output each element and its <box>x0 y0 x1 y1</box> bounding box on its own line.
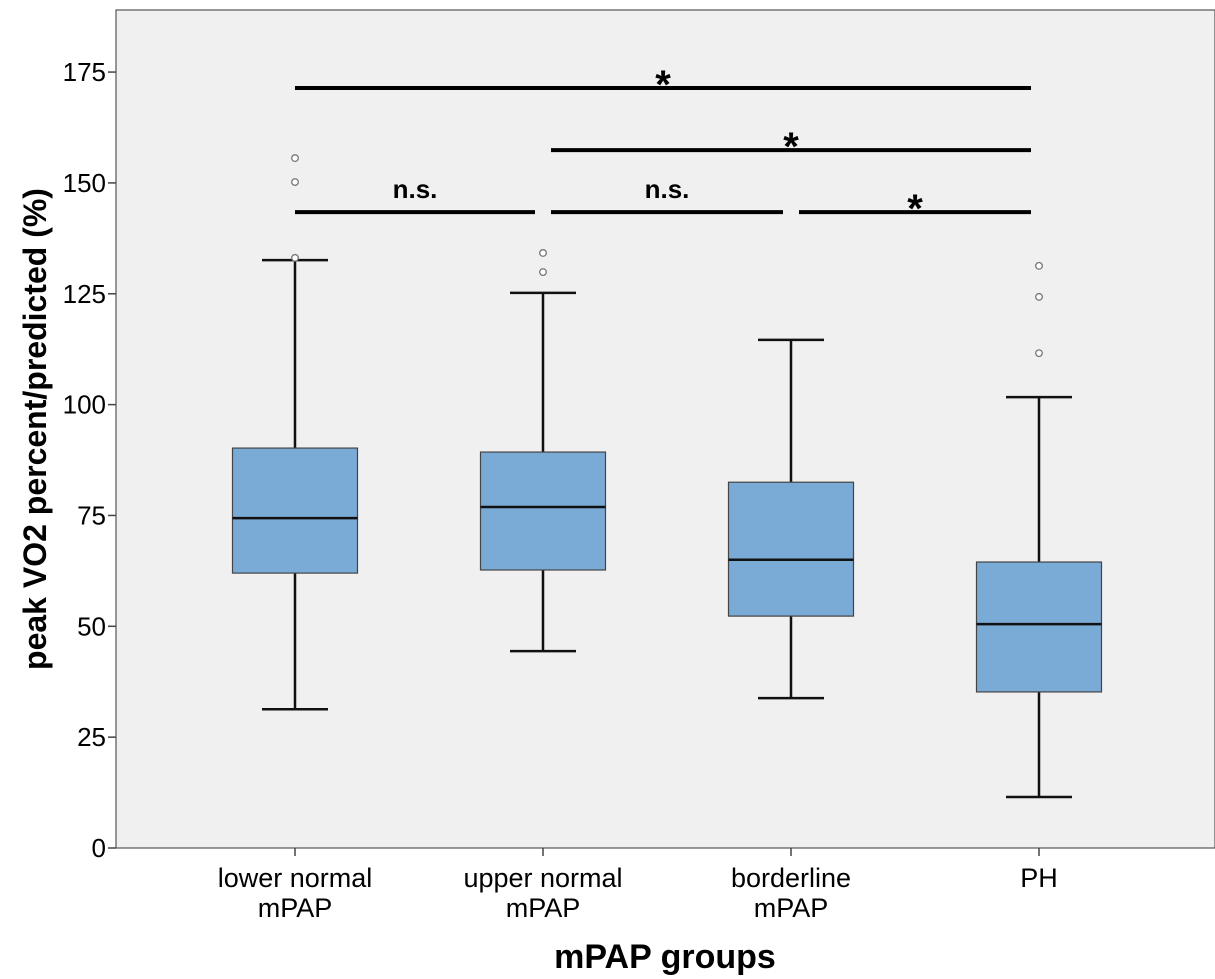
significance-label: n.s. <box>645 174 690 204</box>
box <box>727 481 855 617</box>
y-tick-label: 25 <box>77 722 106 752</box>
y-tick-label: 50 <box>77 611 106 641</box>
y-tick-label: 125 <box>63 279 106 309</box>
x-tick-label: upper normal mPAP <box>463 863 622 923</box>
outlier <box>291 154 299 163</box>
x-axis-label: mPAP groups <box>554 938 776 976</box>
significance-label: * <box>783 125 799 169</box>
outlier <box>539 268 547 276</box>
y-tick-label: 175 <box>63 57 106 87</box>
plot-area <box>115 9 1215 849</box>
outlier <box>1035 349 1043 358</box>
box <box>975 561 1103 693</box>
box <box>479 451 607 571</box>
outlier <box>291 178 299 186</box>
significance-label: n.s. <box>393 174 438 204</box>
significance-label: * <box>655 63 671 107</box>
y-tick-label: 150 <box>63 168 106 198</box>
x-tick-label: borderline mPAP <box>731 863 851 923</box>
x-tick-label: lower normal mPAP <box>218 863 373 923</box>
significance-label: * <box>907 187 923 231</box>
y-axis-label: peak VO2 percent/predicted (%) <box>17 188 53 670</box>
y-tick-label: 0 <box>92 833 106 863</box>
outlier <box>539 249 547 257</box>
x-tick-label: PH <box>1020 863 1058 893</box>
outlier <box>1035 261 1043 270</box>
box <box>231 447 359 574</box>
outlier <box>291 253 299 262</box>
y-tick-label: 75 <box>77 500 106 530</box>
outlier <box>1035 292 1043 301</box>
y-tick-label: 100 <box>63 390 106 420</box>
